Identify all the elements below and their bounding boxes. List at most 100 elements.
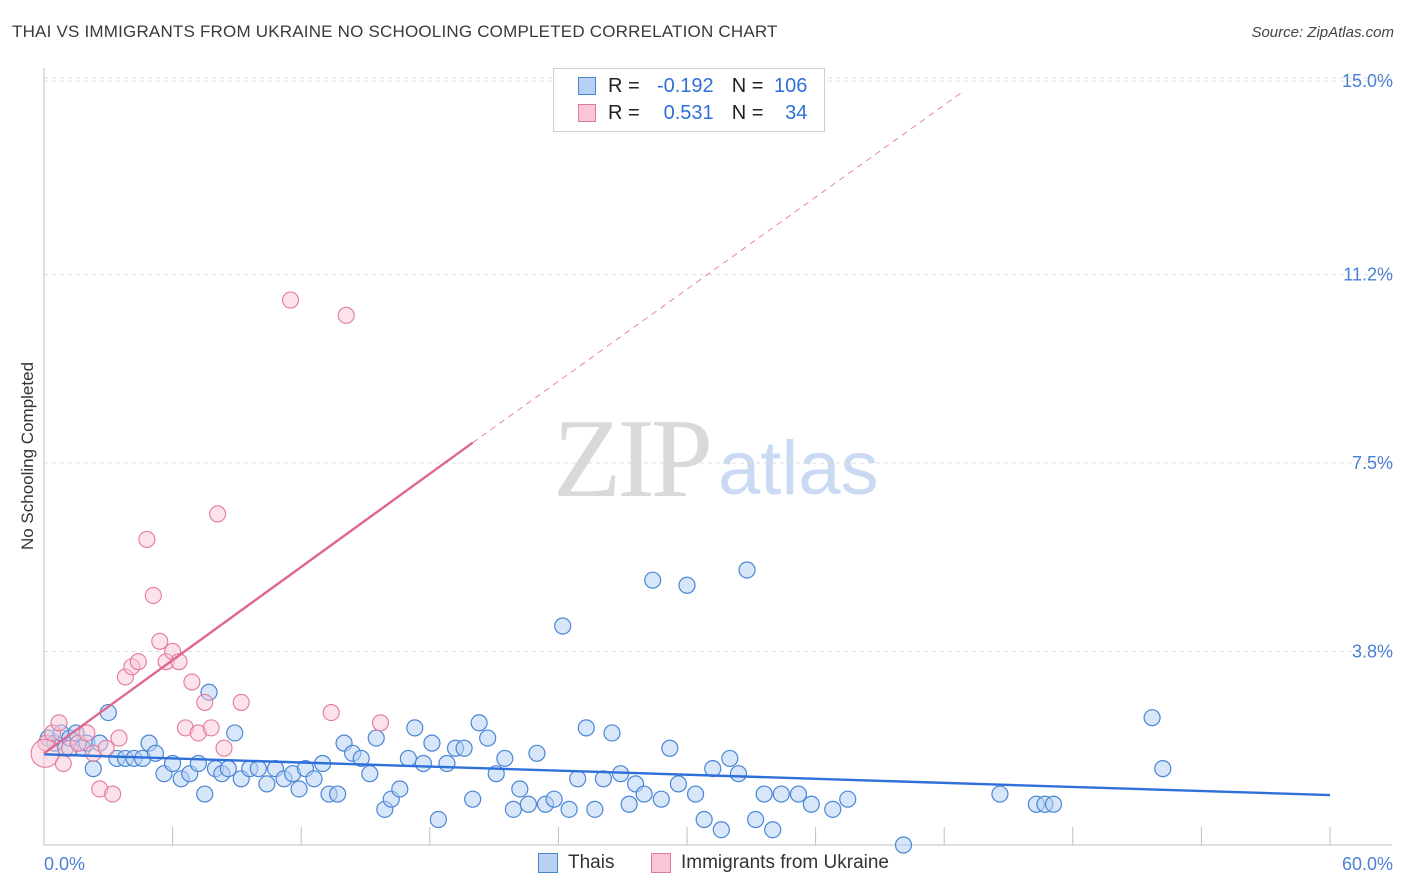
legend-r-value: 0.531: [663, 101, 714, 124]
thai-point: [519, 795, 537, 813]
legend-n-label: N =: [731, 74, 764, 97]
thai-point: [504, 800, 522, 818]
thai-point: [686, 785, 705, 803]
ukraine-point: [322, 704, 340, 722]
thai-point: [802, 795, 820, 813]
legend-item-thais[interactable]: Thais: [538, 852, 614, 874]
ukraine-trend-line: [43, 441, 474, 755]
thai-point: [258, 775, 276, 793]
thai-point: [712, 821, 730, 839]
ukraine-trend-extension: [472, 90, 964, 444]
thai-point: [249, 760, 267, 778]
thai-point: [729, 765, 748, 783]
thai-point: [635, 785, 653, 803]
ukraine-point: [215, 739, 233, 757]
thai-point: [406, 719, 424, 737]
legend-row-ukraine: R = 0.531 N = 34: [578, 100, 807, 126]
thai-point: [305, 770, 323, 788]
ukraine-point: [196, 693, 214, 711]
y-tick-label: 3.8%: [1352, 641, 1393, 661]
legend-item-label: Immigrants from Ukraine: [681, 852, 889, 873]
thai-point: [586, 800, 604, 818]
ukraine-point: [144, 586, 162, 604]
thai-point: [991, 785, 1009, 803]
series-legend: Thais Immigrants from Ukraine: [0, 852, 1406, 878]
thai-point: [1154, 760, 1172, 778]
ukraine-point: [337, 306, 355, 324]
thai-point: [290, 780, 308, 798]
legend-r-label: R =: [608, 101, 640, 124]
thai-point: [755, 785, 773, 803]
thai-point: [560, 800, 578, 818]
thai-point: [470, 714, 488, 732]
x-tick-label: 60.0%: [1342, 854, 1393, 874]
thai-point: [479, 729, 497, 747]
ukraine-swatch: [578, 104, 596, 122]
thai-point: [496, 749, 514, 768]
stats-legend: R = -0.192 N = 106 R = 0.531 N = 34: [553, 68, 825, 132]
ukraine-point: [97, 739, 115, 757]
thai-point: [455, 739, 473, 757]
ukraine-point: [371, 714, 390, 732]
thai-point: [361, 765, 379, 783]
legend-item-ukraine[interactable]: Immigrants from Ukraine: [651, 852, 889, 874]
legend-n-value: 106: [774, 74, 808, 97]
y-tick-label: 15.0%: [1342, 71, 1393, 91]
thai-point: [399, 749, 417, 768]
source-credit: Source: ZipAtlas.com: [1251, 24, 1394, 41]
ukraine-point: [281, 291, 300, 309]
legend-n-label: N =: [731, 101, 764, 124]
thai-point: [438, 754, 456, 773]
thais-swatch: [578, 77, 596, 95]
ukraine-point: [209, 505, 227, 523]
thai-point: [196, 785, 214, 803]
thai-point: [669, 775, 688, 793]
thai-point: [772, 785, 790, 803]
thai-point: [839, 790, 857, 808]
thai-point: [661, 739, 679, 757]
thai-point: [594, 770, 613, 788]
watermark-atlas: atlas: [718, 426, 879, 511]
ukraine-point: [104, 785, 122, 803]
y-tick-label: 11.2%: [1343, 265, 1393, 285]
thai-point: [367, 729, 385, 747]
thai-point: [84, 760, 102, 778]
thai-point: [644, 571, 662, 589]
ukraine-point: [202, 719, 220, 737]
thai-point: [464, 790, 482, 808]
thai-point: [746, 810, 765, 829]
thai-point: [569, 770, 587, 788]
thai-point: [429, 810, 447, 829]
thai-point: [738, 561, 756, 579]
y-tick-label: 7.5%: [1352, 453, 1393, 473]
thai-point: [764, 821, 782, 839]
thai-point: [226, 724, 244, 742]
thai-point: [695, 810, 713, 829]
thai-point: [824, 800, 842, 818]
thai-point: [789, 785, 808, 803]
x-tick-label: 0.0%: [44, 854, 85, 874]
legend-n-value: 34: [785, 101, 808, 124]
legend-row-thais: R = -0.192 N = 106: [578, 73, 807, 99]
thai-point: [414, 754, 432, 773]
ukraine-point: [183, 673, 201, 691]
thai-point: [423, 734, 441, 752]
thais-legend-swatch: [538, 853, 558, 873]
thai-point: [603, 724, 621, 742]
thai-trend-line: [43, 753, 1331, 797]
thai-point: [1044, 795, 1063, 813]
ukraine-point: [151, 632, 169, 650]
ukraine-point: [232, 693, 250, 711]
thai-point: [554, 617, 572, 635]
legend-r-label: R =: [608, 74, 640, 97]
ukraine-point: [129, 653, 147, 671]
thai-point: [620, 795, 638, 813]
chart-title: THAI VS IMMIGRANTS FROM UKRAINE NO SCHOO…: [12, 22, 778, 41]
legend-r-value: -0.192: [656, 74, 714, 97]
thai-point: [652, 790, 670, 808]
thai-point: [577, 719, 595, 737]
ukraine-point: [138, 530, 156, 548]
thai-point: [678, 576, 696, 594]
thai-point: [391, 780, 409, 798]
